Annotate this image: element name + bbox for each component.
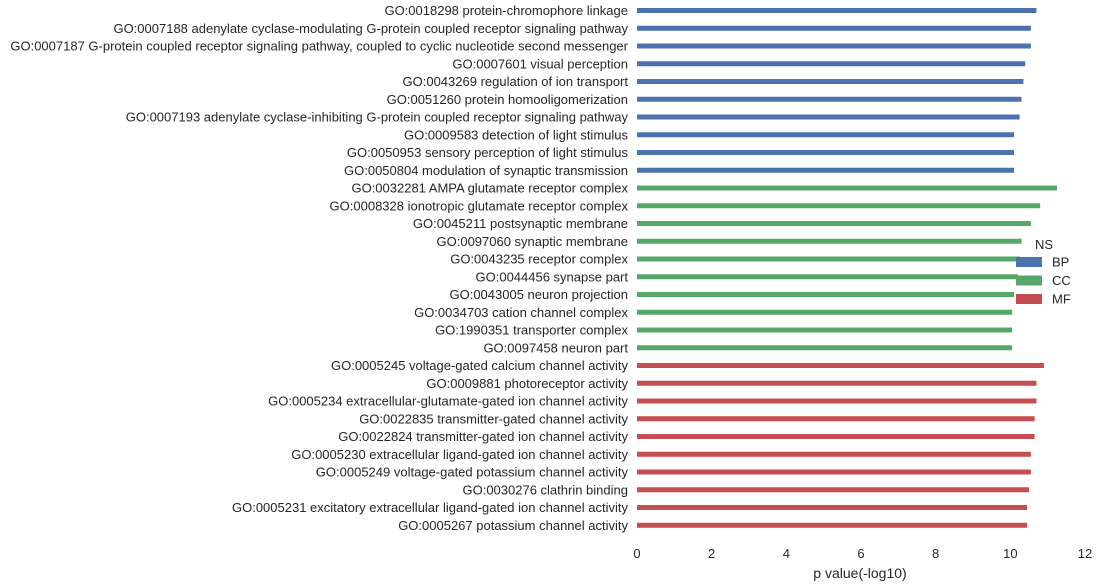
bar — [637, 363, 1044, 368]
bar — [637, 505, 1028, 510]
x-axis-title: p value(-log10) — [813, 565, 906, 581]
category-label: GO:0050804 modulation of synaptic transm… — [344, 163, 628, 178]
bar — [637, 167, 1015, 173]
category-label: GO:0043005 neuron projection — [449, 287, 628, 302]
legend-swatch — [1016, 294, 1042, 304]
category-label: GO:0018298 protein-chromophore linkage — [384, 3, 628, 18]
bar — [637, 416, 1035, 422]
category-label: GO:0005231 excitatory extracellular liga… — [232, 500, 629, 515]
category-label: GO:0007601 visual perception — [452, 56, 628, 71]
bar — [637, 185, 1057, 191]
legend-title: NS — [1035, 237, 1053, 252]
category-label: GO:1990351 transporter complex — [435, 323, 628, 338]
bars-layer — [637, 8, 1057, 528]
category-label: GO:0043269 regulation of ion transport — [403, 74, 629, 89]
category-label: GO:0007188 adenylate cyclase-modulating … — [113, 21, 628, 36]
bar — [637, 522, 1028, 528]
legend-label: BP — [1052, 255, 1069, 270]
category-label: GO:0022824 transmitter-gated ion channel… — [338, 429, 628, 444]
category-label: GO:0043235 receptor complex — [450, 252, 628, 267]
bar — [637, 309, 1013, 315]
category-labels: GO:0018298 protein-chromophore linkage GO… — [10, 3, 628, 533]
bar — [637, 398, 1037, 404]
category-label: GO:0005245 voltage-gated calcium channel… — [331, 358, 629, 373]
category-label: GO:0032281 AMPA glutamate receptor compl… — [351, 181, 628, 196]
x-tick-label: 10 — [1003, 546, 1017, 561]
bar — [637, 238, 1022, 244]
legend-swatch — [1016, 275, 1042, 286]
category-label: GO:0005234 extracellular-glutamate-gated… — [268, 394, 628, 409]
bar — [637, 469, 1031, 475]
category-label: GO:0005267 potassium channel activity — [398, 518, 628, 533]
x-tick-label: 8 — [932, 546, 939, 561]
bar — [637, 150, 1015, 155]
category-label: GO:0022835 transmitter-gated channel act… — [359, 411, 628, 426]
bar — [637, 451, 1031, 457]
bar — [637, 96, 1022, 102]
category-label: GO:0007187 G-protein coupled receptor si… — [10, 39, 628, 54]
x-axis: 0 2 4 6 8 10 12 — [633, 546, 1092, 561]
legend-label: MF — [1052, 292, 1071, 307]
x-tick-label: 12 — [1078, 546, 1092, 561]
bar — [637, 8, 1037, 13]
bar — [637, 274, 1018, 280]
bar — [637, 203, 1041, 209]
bar — [637, 434, 1035, 439]
category-label: GO:0050953 sensory perception of light s… — [347, 145, 629, 160]
legend: NS BP CC MF — [1016, 237, 1071, 307]
category-label: GO:0009583 detection of light stimulus — [404, 127, 629, 142]
category-label: GO:0008328 ionotropic glutamate receptor… — [330, 198, 629, 213]
category-label: GO:0044456 synapse part — [476, 269, 629, 284]
bar — [637, 380, 1037, 386]
bar — [637, 132, 1015, 138]
bar — [637, 487, 1029, 493]
bar — [637, 256, 1020, 262]
category-label: GO:0097060 synaptic membrane — [437, 234, 629, 249]
bar — [637, 345, 1013, 351]
category-label: GO:0005249 voltage-gated potassium chann… — [316, 465, 629, 480]
bar — [637, 25, 1031, 31]
bar — [637, 43, 1031, 49]
category-label: GO:0007193 adenylate cyclase-inhibiting … — [126, 110, 629, 125]
legend-label: CC — [1052, 273, 1071, 288]
category-label: GO:0030276 clathrin binding — [462, 482, 628, 497]
category-label: GO:0034703 cation channel complex — [414, 305, 628, 320]
x-tick-label: 0 — [633, 546, 640, 561]
category-label: GO:0051260 protein homooligomerization — [387, 92, 628, 107]
bar — [637, 221, 1031, 226]
x-tick-label: 6 — [857, 546, 864, 561]
bar — [637, 327, 1013, 333]
category-label: GO:0097458 neuron part — [483, 340, 628, 355]
bar — [637, 292, 1015, 297]
bar — [637, 61, 1026, 67]
bar — [637, 114, 1020, 120]
bar — [637, 79, 1024, 84]
category-label: GO:0009881 photoreceptor activity — [426, 376, 628, 391]
category-label: GO:0045211 postsynaptic membrane — [413, 216, 628, 231]
legend-swatch — [1016, 257, 1042, 267]
category-label: GO:0005230 extracellular ligand-gated io… — [291, 447, 628, 462]
x-tick-label: 4 — [783, 546, 790, 561]
x-tick-label: 2 — [708, 546, 715, 561]
